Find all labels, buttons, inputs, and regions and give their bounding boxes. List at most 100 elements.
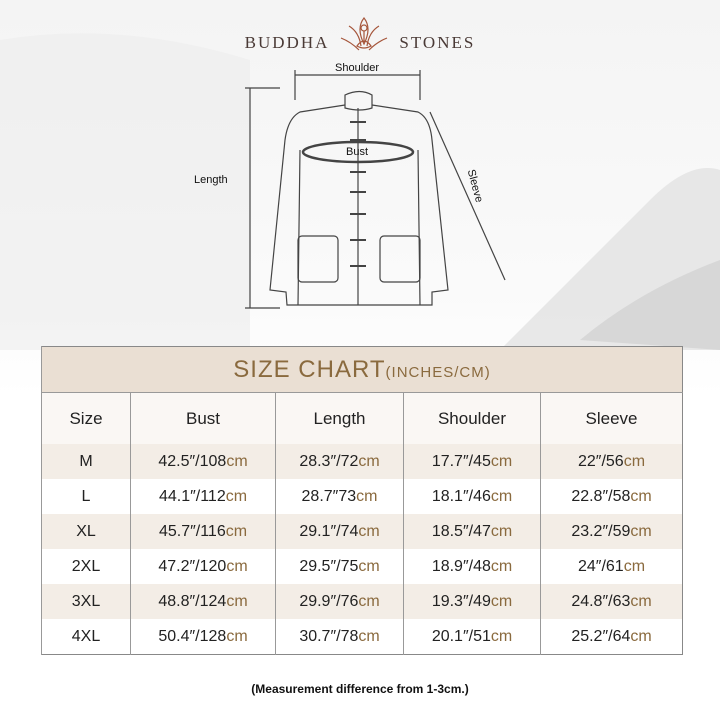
measure-unit: cm (623, 452, 646, 470)
measure-value: 22.8″/58 (571, 487, 631, 505)
header-row: Size Bust Length Shoulder Sleeve (41, 392, 683, 444)
measure-unit: cm (226, 592, 248, 610)
table-row: 4XL 50.4″/128cm 30.7″/78cm 20.1″/51cm 25.2″/… (41, 619, 683, 655)
table-row: L 44.1″/112cm 28.7″73cm 18.1″/46cm 22.8″/58c… (41, 479, 683, 514)
header-size: Size (41, 392, 131, 444)
measure-unit: cm (490, 487, 513, 505)
size-cell: M (41, 444, 131, 479)
measure-unit: cm (490, 522, 513, 540)
measure-value: 47.2″/120 (158, 557, 227, 575)
measure-unit: cm (226, 557, 248, 575)
table-title: SIZE CHART(INCHES/CM) (41, 346, 683, 393)
measure-cell: 30.7″/78cm (275, 619, 404, 655)
measure-cell: 47.2″/120cm (130, 549, 276, 584)
measure-value: 30.7″/78 (299, 627, 359, 645)
size-cell: 4XL (41, 619, 131, 655)
measure-value: 18.9″/48 (431, 557, 491, 575)
jacket-diagram (245, 70, 506, 309)
header-sleeve: Sleeve (540, 392, 683, 444)
measure-unit: cm (490, 557, 513, 575)
brand-right: STONES (399, 33, 476, 52)
measure-value: 17.7″/45 (431, 452, 491, 470)
measure-cell: 18.9″/48cm (403, 549, 541, 584)
measure-unit: cm (623, 557, 646, 575)
measure-cell: 48.8″/124cm (130, 584, 276, 619)
measure-value: 50.4″/128 (158, 627, 227, 645)
measure-cell: 29.9″/76cm (275, 584, 404, 619)
measure-unit: cm (356, 487, 378, 505)
measure-cell: 18.1″/46cm (403, 479, 541, 514)
measure-cell: 42.5″/108cm (130, 444, 276, 479)
measure-unit: cm (225, 487, 248, 505)
measure-value: 44.1″/112 (158, 487, 226, 505)
measure-unit: cm (358, 557, 380, 575)
measure-unit: cm (630, 592, 652, 610)
measure-value: 45.7″/116 (158, 522, 226, 540)
measure-cell: 25.2″/64cm (540, 619, 683, 655)
measure-cell: 22″/56cm (540, 444, 683, 479)
measure-unit: cm (490, 627, 513, 645)
measure-unit: cm (358, 522, 380, 540)
measure-unit: cm (490, 452, 513, 470)
measure-value: 24.8″/63 (571, 592, 631, 610)
measure-unit: cm (630, 487, 652, 505)
table-row: 2XL 47.2″/120cm 29.5″/75cm 18.9″/48cm 24″/61… (41, 549, 683, 584)
measure-value: 24″/61 (577, 557, 624, 575)
measure-value: 29.5″/75 (299, 557, 359, 575)
brand-logo: BUDDHA STONES (0, 17, 720, 58)
measure-cell: 28.3″/72cm (275, 444, 404, 479)
measure-unit: cm (358, 452, 380, 470)
measure-value: 22″/56 (577, 452, 624, 470)
measure-cell: 18.5″/47cm (403, 514, 541, 549)
measure-cell: 28.7″73cm (275, 479, 404, 514)
measure-value: 19.3″/49 (431, 592, 491, 610)
measure-value: 29.9″/76 (299, 592, 359, 610)
measure-cell: 17.7″/45cm (403, 444, 541, 479)
measure-cell: 20.1″/51cm (403, 619, 541, 655)
measure-cell: 50.4″/128cm (130, 619, 276, 655)
measure-cell: 24.8″/63cm (540, 584, 683, 619)
size-chart-table: SIZE CHART(INCHES/CM) Size Bust Length S… (41, 346, 683, 655)
title-text: SIZE CHART (233, 355, 386, 383)
measure-value: 28.3″/72 (299, 452, 359, 470)
measure-value: 20.1″/51 (431, 627, 491, 645)
measure-unit: cm (225, 522, 248, 540)
measure-cell: 24″/61cm (540, 549, 683, 584)
size-cell: 3XL (41, 584, 131, 619)
size-cell: 2XL (41, 549, 131, 584)
lotus-meditation-icon (341, 17, 388, 51)
measure-cell: 29.5″/75cm (275, 549, 404, 584)
measure-value: 29.1″/74 (299, 522, 359, 540)
measure-value: 25.2″/64 (571, 627, 631, 645)
header-length: Length (275, 392, 404, 444)
measurement-note: (Measurement difference from 1-3cm.) (251, 682, 469, 696)
measure-value: 18.1″/46 (431, 487, 491, 505)
measure-unit: cm (490, 592, 513, 610)
measure-value: 23.2″/59 (571, 522, 631, 540)
measure-unit: cm (630, 627, 652, 645)
measure-cell: 23.2″/59cm (540, 514, 683, 549)
measure-value: 28.7″73 (301, 487, 357, 505)
measure-value: 48.8″/124 (158, 592, 227, 610)
mountain-background (0, 33, 720, 350)
size-cell: XL (41, 514, 131, 549)
bust-label: Bust (346, 146, 369, 158)
measure-unit: cm (358, 592, 380, 610)
measure-cell: 45.7″/116cm (130, 514, 276, 549)
measure-cell: 29.1″/74cm (275, 514, 404, 549)
measure-cell: 22.8″/58cm (540, 479, 683, 514)
table-row: 3XL 48.8″/124cm 29.9″/76cm 19.3″/49cm 24.8″/… (41, 584, 683, 619)
measure-value: 18.5″/47 (431, 522, 491, 540)
measure-unit: cm (630, 522, 652, 540)
size-cell: L (41, 479, 131, 514)
length-label: Length (194, 174, 228, 186)
measure-unit: cm (226, 452, 248, 470)
table-row: M 42.5″/108cm 28.3″/72cm 17.7″/45cm 22″/56cm (41, 444, 683, 479)
measure-cell: 19.3″/49cm (403, 584, 541, 619)
measure-unit: cm (226, 627, 248, 645)
table-title-row: SIZE CHART(INCHES/CM) (41, 346, 683, 393)
header-bust: Bust (130, 392, 276, 444)
title-units: (INCHES/CM) (385, 363, 491, 381)
measure-unit: cm (358, 627, 380, 645)
measure-cell: 44.1″/112cm (130, 479, 276, 514)
